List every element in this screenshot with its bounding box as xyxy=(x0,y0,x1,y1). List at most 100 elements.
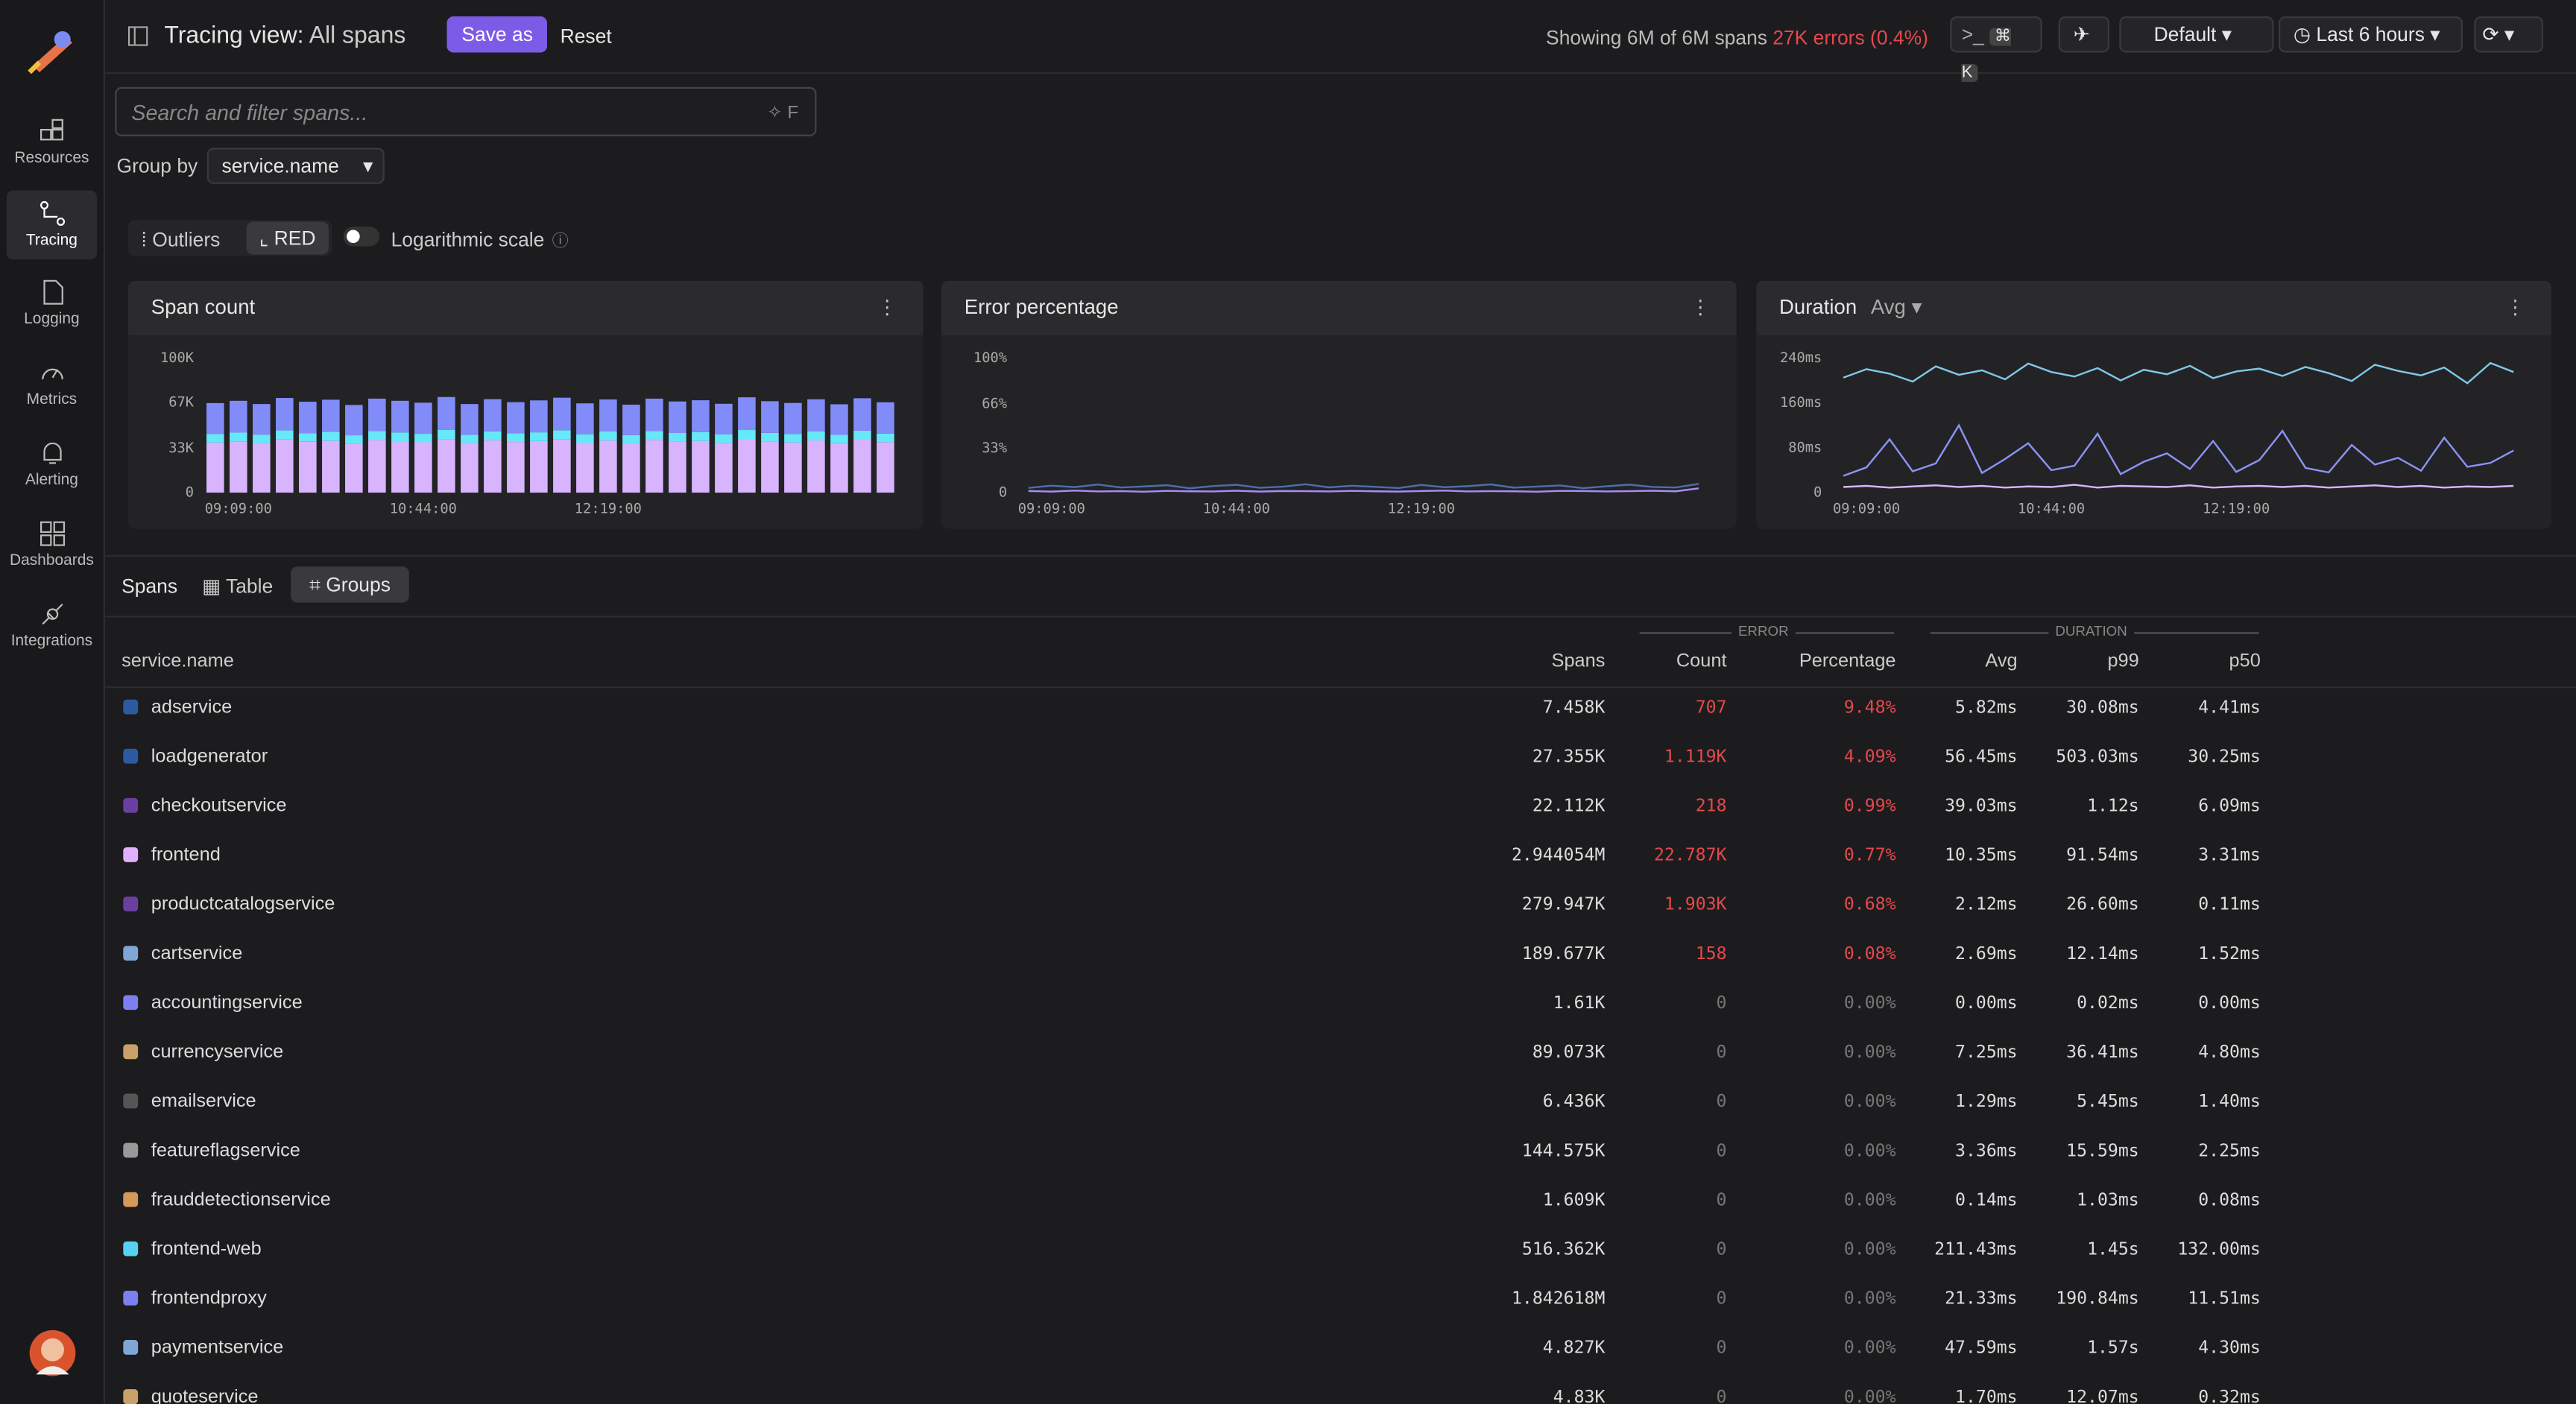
cell: 0.00% xyxy=(1843,1043,1896,1063)
cell: 12.14ms xyxy=(2066,944,2139,964)
chart-title: Span count xyxy=(127,280,924,335)
bar-segment xyxy=(253,443,271,493)
cell: 4.827K xyxy=(1542,1338,1606,1359)
bar-segment xyxy=(761,432,779,442)
service-name: adservice xyxy=(151,698,233,718)
nav-label: Logging xyxy=(24,310,80,329)
nav-alerting[interactable]: Alerting xyxy=(0,440,104,490)
nav-tracing[interactable]: Tracing xyxy=(6,190,98,260)
bar-segment xyxy=(553,439,571,493)
nav-label: Resources xyxy=(14,149,89,168)
group-by-select[interactable]: service.name ▾ xyxy=(206,148,385,184)
cell: 218 xyxy=(1695,796,1727,817)
cell: 7.458K xyxy=(1542,698,1606,718)
log-switch[interactable] xyxy=(343,227,380,247)
nav-label: Dashboards xyxy=(9,551,94,570)
bar-segment xyxy=(438,439,455,493)
column-header: p99 xyxy=(2107,651,2139,672)
mode-outliers[interactable]: ⁞ Outliers xyxy=(141,228,221,252)
series-line xyxy=(1843,361,2514,385)
command-button[interactable]: >_ ⌘ K xyxy=(1950,16,2042,82)
cell: 0.00% xyxy=(1843,1190,1896,1210)
cell: 0 xyxy=(1716,1043,1727,1063)
column-header: Spans xyxy=(1551,651,1606,672)
announce-button[interactable]: ✈ xyxy=(2058,16,2110,53)
cell: 5.45ms xyxy=(2077,1092,2139,1112)
cell: 4.80ms xyxy=(2198,1043,2261,1063)
nav-integrations[interactable]: Integrations xyxy=(0,601,104,651)
bar-segment xyxy=(622,443,640,493)
chart: 0 33% 66% 100% 09:09:00 10:44:00 12:19:00 xyxy=(973,350,1699,517)
service-color xyxy=(123,1192,139,1207)
column-header: Count xyxy=(1676,651,1727,672)
reset-button[interactable]: Reset xyxy=(560,25,612,48)
service-color xyxy=(123,1340,139,1355)
x-tick-label: 12:19:00 xyxy=(575,502,642,517)
panel-toggle[interactable] xyxy=(127,26,148,46)
refresh-button[interactable]: ⟳ ▾ xyxy=(2474,16,2543,53)
bar-segment xyxy=(276,430,294,440)
nav-resources[interactable]: Resources xyxy=(0,118,104,168)
chart-title: Error percentage xyxy=(941,280,1737,335)
bar-segment xyxy=(599,440,617,493)
bar-segment xyxy=(645,431,663,440)
bar-segment xyxy=(391,441,409,493)
service-name: frauddetectionservice xyxy=(151,1190,331,1210)
cell: 4.30ms xyxy=(2198,1338,2261,1359)
series-line xyxy=(1028,487,1699,493)
cell: 0 xyxy=(1716,1338,1727,1359)
save-button[interactable]: Save as xyxy=(446,16,548,53)
bar-segment xyxy=(461,443,479,493)
bar-segment xyxy=(368,431,386,440)
page-title: Tracing view: All spans xyxy=(164,23,405,49)
view-table[interactable]: ▦ Table xyxy=(202,575,274,598)
service-name: frontend-web xyxy=(151,1239,262,1260)
mode-red[interactable]: ⌞ RED xyxy=(246,221,329,255)
service-color xyxy=(123,1044,139,1060)
view-groups[interactable]: ⌗ Groups xyxy=(291,566,409,603)
nav-logging[interactable]: Logging xyxy=(0,279,104,329)
cell: 516.362K xyxy=(1521,1239,1606,1260)
cell: 30.25ms xyxy=(2188,747,2261,768)
search-placeholder: Search and filter spans... xyxy=(131,100,368,125)
nav-dashboards[interactable]: Dashboards xyxy=(0,521,104,570)
cell: 6.436K xyxy=(1542,1092,1606,1112)
bar-segment xyxy=(253,404,271,435)
layout-select[interactable]: Default ▾ xyxy=(2119,16,2274,53)
bar-segment xyxy=(206,442,224,493)
nav-label: Tracing xyxy=(25,231,78,250)
cell: 144.575K xyxy=(1521,1141,1606,1161)
cell: 22.112K xyxy=(1532,796,1606,817)
bar-segment xyxy=(830,434,848,443)
bar-segment xyxy=(599,399,617,432)
service-color xyxy=(123,995,139,1011)
cell: 47.59ms xyxy=(1945,1338,2018,1359)
bar-segment xyxy=(853,440,871,493)
cell: 15.59ms xyxy=(2066,1141,2139,1161)
x-tick-label: 10:44:00 xyxy=(2018,502,2085,517)
service-color xyxy=(123,748,139,764)
error-status: 27K errors (0.4%) xyxy=(1772,26,1928,50)
bar-segment xyxy=(345,405,363,436)
cell: 91.54ms xyxy=(2066,845,2139,866)
nav-metrics[interactable]: Metrics xyxy=(0,360,104,409)
aggregation[interactable]: Avg xyxy=(1870,295,1906,319)
cell: 0.77% xyxy=(1843,845,1896,866)
bar-segment xyxy=(692,431,710,441)
cell: 189.677K xyxy=(1521,944,1606,964)
chart-panel: Span count ⋮ 0 33K 67K 100K 09:09:00 10:44:00 12… xyxy=(127,280,924,529)
chart-panel: Error percentage ⋮ 0 33% 66% 100% 09:09:00 10:4… xyxy=(941,280,1737,529)
search-box[interactable]: Search and filter spans... ✧ F xyxy=(115,86,817,136)
cell: 56.45ms xyxy=(1945,747,2018,768)
time-select[interactable]: ◷ Last 6 hours ▾ xyxy=(2279,16,2463,53)
avatar[interactable] xyxy=(28,1329,77,1378)
bar-segment xyxy=(414,402,432,434)
bar-segment xyxy=(830,443,848,493)
bar-segment xyxy=(877,442,894,493)
cell: 27.355K xyxy=(1532,747,1606,768)
info-icon: ⓘ xyxy=(552,233,569,252)
bar-segment xyxy=(761,441,779,493)
cell: 4.83K xyxy=(1553,1387,1606,1404)
cell: 21.33ms xyxy=(1945,1288,2018,1309)
